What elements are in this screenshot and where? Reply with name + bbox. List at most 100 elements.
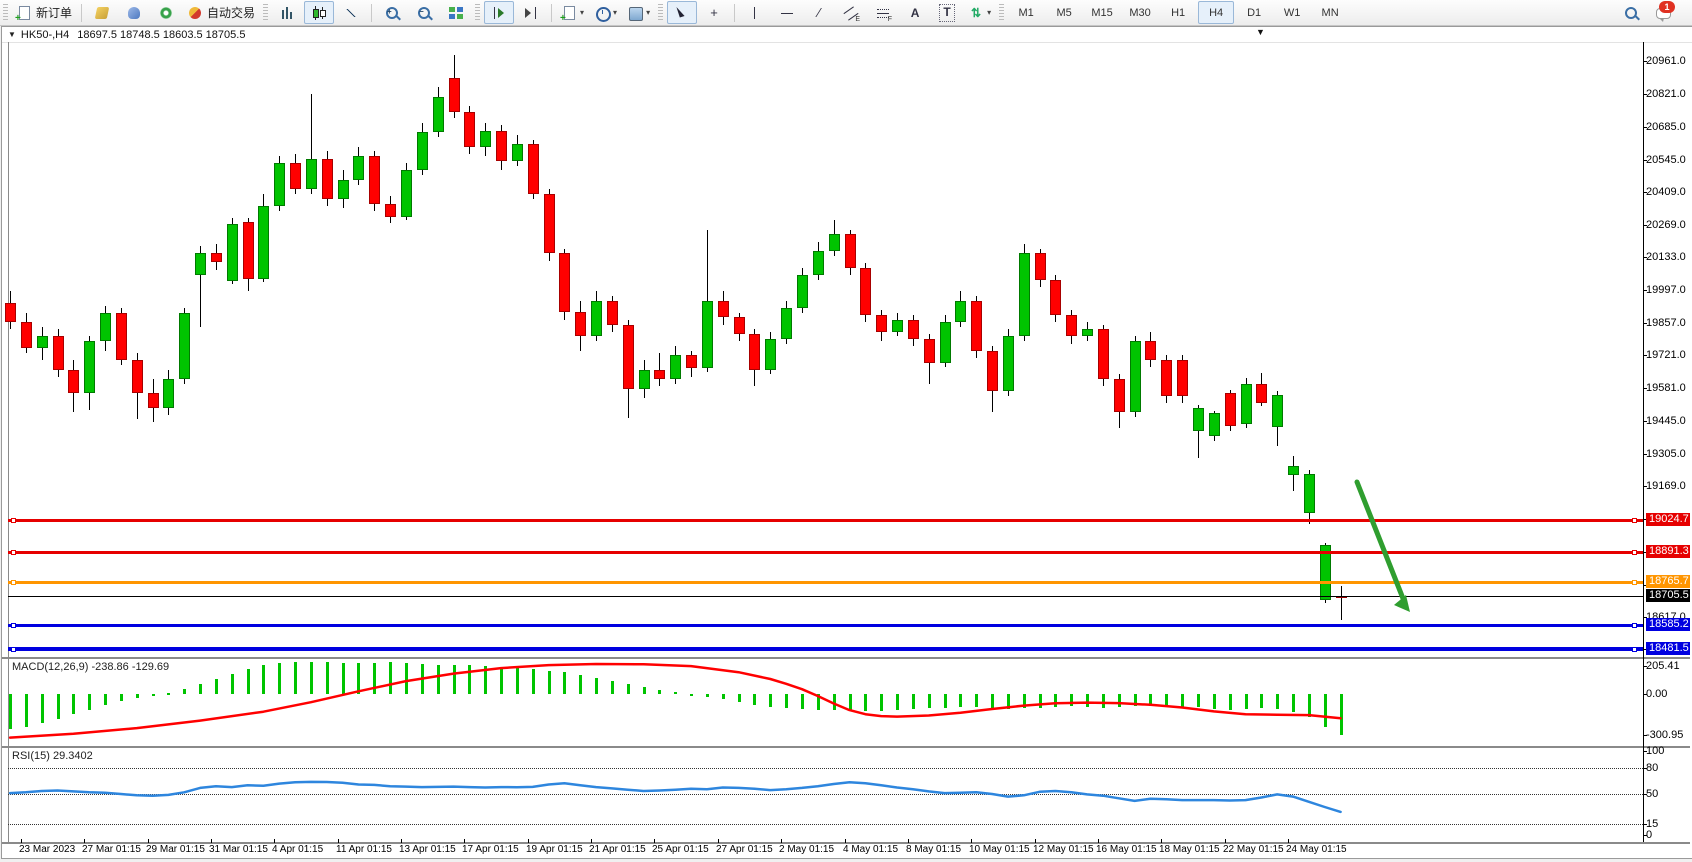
arrows-button[interactable]: ⇅ ▾	[964, 1, 995, 24]
macd-histogram-bar	[1260, 694, 1263, 708]
candle-bullish	[84, 341, 95, 393]
macd-histogram-bar	[690, 694, 693, 696]
cursor-button[interactable]	[667, 1, 698, 24]
horizontal-level-line[interactable]	[8, 551, 1643, 554]
vertical-line-button[interactable]	[740, 1, 770, 24]
timeframe-button-mn[interactable]: MN	[1321, 6, 1339, 19]
candle-bullish	[829, 234, 840, 251]
line-handle[interactable]	[11, 580, 16, 585]
collapse-icon[interactable]: ▼	[8, 30, 16, 39]
zoom-in-button[interactable]: +	[377, 1, 407, 24]
toolbar: + 新订单 自动交易 +	[0, 0, 1692, 26]
timeframe-button-h1[interactable]: H1	[1171, 6, 1186, 19]
line-handle[interactable]	[1632, 623, 1637, 628]
line-chart-button[interactable]	[336, 1, 366, 24]
macd-histogram-bar	[183, 689, 186, 694]
zoom-out-button[interactable]: −	[409, 1, 439, 24]
new-order-button[interactable]: + 新订单	[12, 1, 76, 24]
timeframe-button-m15[interactable]: M15	[1091, 6, 1113, 19]
indicators-button[interactable]: + ▾	[557, 1, 588, 24]
auto-scroll-button[interactable]	[516, 1, 546, 24]
candle-bearish	[369, 156, 380, 204]
periods-button[interactable]: ▾	[590, 1, 621, 24]
horizontal-level-line[interactable]	[8, 647, 1643, 651]
chart-title-bar[interactable]: ▼ HK50-,H4 18697.5 18748.5 18603.5 18705…	[2, 27, 1692, 43]
line-handle[interactable]	[11, 550, 16, 555]
timeframe-button-m1[interactable]: M1	[1018, 6, 1034, 19]
line-handle[interactable]	[11, 518, 16, 523]
macd-histogram-bar	[1181, 694, 1184, 708]
macd-tick	[1643, 735, 1647, 736]
timeframe-button-m30[interactable]: M30	[1129, 6, 1151, 19]
notifications-button[interactable]: 1	[1648, 0, 1678, 24]
x-axis-tick	[845, 839, 846, 843]
line-handle[interactable]	[11, 623, 16, 628]
toolbar-grip[interactable]	[3, 3, 8, 22]
macd-histogram-bar	[1007, 694, 1010, 709]
text-button[interactable]: A	[900, 1, 930, 24]
profile-button[interactable]	[119, 1, 149, 24]
panel-separator[interactable]	[2, 657, 1690, 659]
price-tick	[1643, 649, 1647, 650]
trendline-button[interactable]: ∕	[804, 1, 834, 24]
candle-bullish	[1193, 408, 1204, 431]
zoom-out-icon: −	[416, 5, 432, 21]
line-handle[interactable]	[11, 647, 16, 652]
signals-button[interactable]	[151, 1, 181, 24]
line-handle[interactable]	[1632, 580, 1637, 585]
bar-chart-button[interactable]	[272, 1, 302, 24]
indicators-icon: +	[560, 5, 577, 23]
macd-histogram-bar	[41, 694, 44, 723]
candle-bullish	[258, 206, 269, 279]
horizontal-level-line[interactable]	[8, 596, 1643, 597]
chart-symbol-period: HK50-,H4	[20, 28, 70, 41]
candle-bullish	[417, 132, 428, 170]
horizontal-line-button[interactable]	[772, 1, 802, 24]
price-tick	[1643, 225, 1647, 226]
panel-separator[interactable]	[2, 746, 1690, 748]
text-label-icon: T	[939, 3, 956, 22]
chart-shift-button[interactable]	[484, 1, 515, 24]
tile-windows-button[interactable]	[441, 1, 471, 24]
market-watch-button[interactable]	[87, 1, 117, 24]
candle-bearish	[21, 322, 32, 348]
macd-histogram-bar	[753, 694, 756, 705]
periods-icon	[594, 5, 612, 22]
fibonacci-button[interactable]: F	[868, 1, 898, 24]
line-handle[interactable]	[1632, 518, 1637, 523]
timeframe-button-w1[interactable]: W1	[1283, 6, 1301, 19]
text-label-button[interactable]: T	[932, 1, 962, 24]
x-axis-label: 11 Apr 01:15	[336, 844, 392, 855]
candlestick-chart-button[interactable]	[304, 1, 335, 24]
horizontal-level-line[interactable]	[8, 624, 1643, 627]
price-tag: 18705.5	[1646, 589, 1690, 602]
price-tick-label: 20821.0	[1646, 88, 1686, 100]
auto-trading-button[interactable]: 自动交易	[183, 1, 259, 24]
price-tick	[1643, 519, 1647, 520]
macd-histogram-bar	[9, 694, 12, 729]
templates-icon	[627, 5, 644, 21]
line-handle[interactable]	[1632, 647, 1637, 652]
price-tick-label: 19997.0	[1646, 284, 1686, 296]
crosshair-button[interactable]: +	[699, 1, 729, 24]
line-handle[interactable]	[1632, 550, 1637, 555]
candle-bullish	[955, 301, 966, 322]
candle-bullish	[100, 313, 111, 341]
macd-histogram-bar	[1070, 694, 1073, 706]
macd-histogram-bar	[738, 694, 741, 702]
x-axis-tick	[908, 839, 909, 843]
timeframe-button-d1[interactable]: D1	[1247, 6, 1262, 19]
candle-bullish	[813, 251, 824, 275]
search-button[interactable]	[1616, 1, 1646, 24]
horizontal-level-line[interactable]	[8, 581, 1643, 584]
macd-histogram-bar	[1324, 694, 1327, 727]
chart-window: ▼ HK50-,H4 18697.5 18748.5 18603.5 18705…	[1, 26, 1692, 859]
horizontal-level-line[interactable]	[8, 519, 1643, 522]
candle-bearish	[544, 194, 555, 253]
macd-histogram-bar	[548, 671, 551, 694]
timeframe-button-m5[interactable]: M5	[1056, 6, 1072, 19]
timeframe-button-h4[interactable]: H4	[1198, 1, 1235, 24]
templates-button[interactable]: ▾	[623, 1, 654, 24]
channel-button[interactable]: E	[836, 1, 866, 24]
